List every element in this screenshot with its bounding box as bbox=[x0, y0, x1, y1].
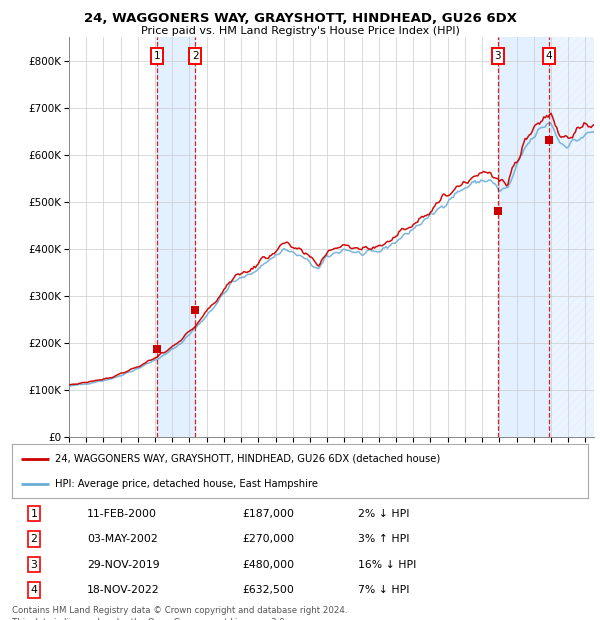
Bar bbox=[498, 37, 549, 437]
Text: This data is licensed under the Open Government Licence v3.0.: This data is licensed under the Open Gov… bbox=[12, 618, 287, 620]
Text: 2: 2 bbox=[31, 534, 37, 544]
Text: 4: 4 bbox=[545, 51, 552, 61]
Text: 29-NOV-2019: 29-NOV-2019 bbox=[87, 559, 160, 570]
Text: 3: 3 bbox=[494, 51, 501, 61]
Text: 11-FEB-2000: 11-FEB-2000 bbox=[87, 508, 157, 519]
Text: £632,500: £632,500 bbox=[242, 585, 294, 595]
Bar bbox=[157, 37, 195, 437]
Text: Price paid vs. HM Land Registry's House Price Index (HPI): Price paid vs. HM Land Registry's House … bbox=[140, 26, 460, 36]
Text: £270,000: £270,000 bbox=[242, 534, 295, 544]
Text: 2% ↓ HPI: 2% ↓ HPI bbox=[358, 508, 409, 519]
Text: 24, WAGGONERS WAY, GRAYSHOTT, HINDHEAD, GU26 6DX: 24, WAGGONERS WAY, GRAYSHOTT, HINDHEAD, … bbox=[83, 12, 517, 25]
Text: 3% ↑ HPI: 3% ↑ HPI bbox=[358, 534, 409, 544]
Text: 03-MAY-2002: 03-MAY-2002 bbox=[87, 534, 158, 544]
Text: £187,000: £187,000 bbox=[242, 508, 295, 519]
Text: 4: 4 bbox=[31, 585, 37, 595]
Text: 16% ↓ HPI: 16% ↓ HPI bbox=[358, 559, 416, 570]
Text: 3: 3 bbox=[31, 559, 37, 570]
Text: 1: 1 bbox=[31, 508, 37, 519]
Text: 1: 1 bbox=[154, 51, 160, 61]
Text: Contains HM Land Registry data © Crown copyright and database right 2024.: Contains HM Land Registry data © Crown c… bbox=[12, 606, 347, 615]
Text: 2: 2 bbox=[192, 51, 199, 61]
Text: £480,000: £480,000 bbox=[242, 559, 295, 570]
Text: 18-NOV-2022: 18-NOV-2022 bbox=[87, 585, 160, 595]
Text: HPI: Average price, detached house, East Hampshire: HPI: Average price, detached house, East… bbox=[55, 479, 318, 489]
Bar bbox=[549, 37, 594, 437]
Text: 7% ↓ HPI: 7% ↓ HPI bbox=[358, 585, 409, 595]
Text: 24, WAGGONERS WAY, GRAYSHOTT, HINDHEAD, GU26 6DX (detached house): 24, WAGGONERS WAY, GRAYSHOTT, HINDHEAD, … bbox=[55, 454, 440, 464]
